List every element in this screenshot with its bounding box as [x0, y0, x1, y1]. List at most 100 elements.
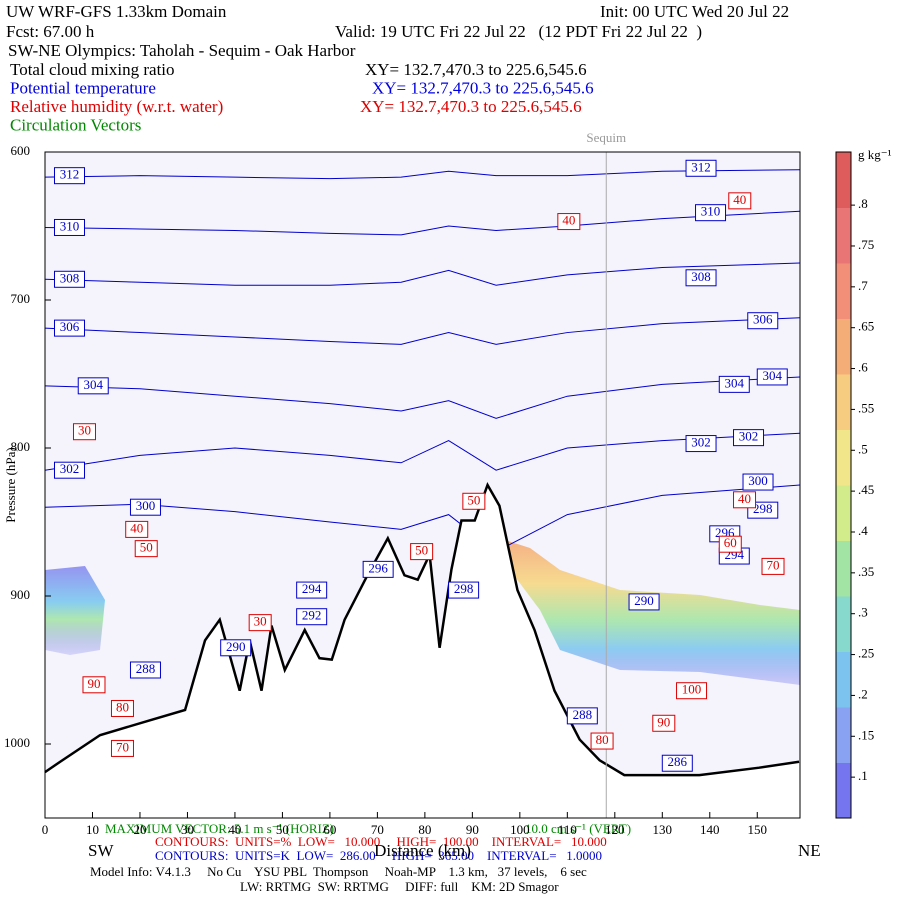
theta-label-box — [756, 368, 788, 386]
title: UW WRF-GFS 1.33km Domain — [6, 2, 227, 21]
theta-label: 308 — [691, 269, 711, 284]
colorbar-label: .5 — [858, 441, 868, 456]
theta-label: 290 — [634, 593, 654, 608]
rh-label: 50 — [467, 492, 480, 507]
x-tick-label: 10 — [86, 822, 99, 837]
theta-label: 290 — [226, 639, 246, 654]
theta-label: 304 — [83, 377, 103, 392]
rh-label: 30 — [254, 614, 267, 629]
rh-label: 60 — [724, 535, 737, 550]
theta-label-box — [718, 375, 750, 393]
theta-label: 304 — [725, 375, 745, 390]
model-info: Model Info: V4.1.3 No Cu YSU PBL Thompso… — [90, 864, 587, 879]
below-terrain — [45, 485, 800, 818]
contours — [44, 152, 801, 818]
field-xy: XY= 132.7,470.3 to 225.6,545.6 — [372, 78, 594, 97]
theta-label-box — [733, 429, 765, 447]
fcst: Fcst: 67.00 h — [6, 22, 95, 41]
theta-label: 288 — [136, 661, 156, 676]
rh-label: 50 — [415, 543, 428, 558]
theta-label: 294 — [302, 581, 322, 596]
theta-label: 300 — [748, 473, 768, 488]
colorbar-band — [836, 374, 851, 430]
plot-frame — [44, 151, 801, 819]
rh-label-box — [72, 423, 96, 441]
theta-label: 302 — [739, 429, 759, 444]
rh-label-box — [652, 714, 676, 732]
rh-label-box — [590, 732, 614, 750]
theta-label-box — [296, 581, 328, 599]
theta-contour — [44, 210, 801, 236]
theta-label-box — [53, 319, 85, 337]
colorbar-label: .8 — [858, 196, 868, 211]
theta-label-box — [129, 661, 161, 679]
colorbar-band — [836, 485, 851, 541]
x-tick-label: 60 — [323, 822, 336, 837]
theta-label-box — [53, 167, 85, 185]
colorbar-band — [836, 707, 851, 763]
theta-label-box — [628, 593, 660, 611]
cloud-shading — [505, 540, 800, 685]
theta-label: 302 — [60, 461, 80, 476]
terrain — [44, 482, 800, 777]
x-tick-label: 30 — [181, 822, 194, 837]
max-vector: MAXIMUM VECTOR: 5.1 m s⁻¹ (HORIZ) — [105, 821, 334, 836]
field-name: Total cloud mixing ratio — [10, 60, 175, 79]
theta-label: 306 — [753, 312, 773, 327]
sw: SW — [88, 841, 114, 860]
rh-label: 80 — [116, 699, 129, 714]
rh-label: 40 — [130, 520, 143, 535]
rh-label-box — [557, 213, 581, 231]
theta-label-box — [685, 435, 717, 453]
theta-label-box — [661, 754, 693, 772]
theta-label-box — [566, 707, 598, 725]
theta-label-box — [296, 608, 328, 626]
theta-label: 306 — [60, 319, 80, 334]
x-tick-label: 80 — [418, 822, 431, 837]
x-tick-label: 70 — [371, 822, 384, 837]
colorbar-label: .7 — [858, 278, 868, 293]
colorbar-band — [836, 540, 851, 597]
theta-label: 296 — [368, 560, 388, 575]
theta-label-box — [77, 377, 109, 395]
rh-label-box — [733, 491, 757, 509]
y-axis-label: Pressure (hPa) — [3, 447, 18, 522]
theta-label: 300 — [136, 498, 156, 513]
colorbar-label: .65 — [858, 319, 874, 334]
colorbar-label: .2 — [858, 686, 868, 701]
field-name: Potential temperature — [10, 78, 156, 97]
theta-label-box — [448, 581, 480, 599]
theta-label: 286 — [668, 754, 688, 769]
rh-label: 50 — [140, 540, 153, 555]
cloud-shading — [45, 566, 105, 655]
rh-label: 90 — [87, 676, 100, 691]
contours-rh: CONTOURS: UNITS=% LOW= 10.000 HIGH= 100.… — [155, 834, 607, 849]
theta-label-box — [742, 473, 774, 491]
colorbar-band — [836, 762, 851, 819]
theta-label-box — [53, 461, 85, 479]
x-tick-label: 110 — [558, 822, 577, 837]
rh-label-box — [110, 739, 134, 757]
theta-label-box — [685, 269, 717, 287]
colorbar-label: .55 — [858, 400, 874, 415]
colorbar-label: .6 — [858, 360, 868, 375]
rh-label-box — [125, 520, 149, 538]
marker-label: Sequim — [586, 130, 626, 145]
x-tick-label: 50 — [276, 822, 289, 837]
theta-label-box — [220, 639, 252, 657]
rh-label: 90 — [657, 714, 670, 729]
colorbar-band — [836, 318, 851, 375]
rh-label-box — [410, 543, 434, 561]
colorbar-band — [836, 596, 851, 652]
rh-label-box — [676, 682, 708, 700]
vert-vector: 10.0 cm s⁻¹ (VERT) — [525, 821, 631, 836]
theta-label-box — [695, 204, 727, 222]
colorbar-band — [836, 651, 851, 708]
x-tick-label: 140 — [700, 822, 720, 837]
theta-label-box — [129, 498, 161, 516]
x-tick-label: 20 — [133, 822, 146, 837]
colorbar-label: .25 — [858, 646, 874, 661]
rh-label-box — [462, 492, 486, 510]
